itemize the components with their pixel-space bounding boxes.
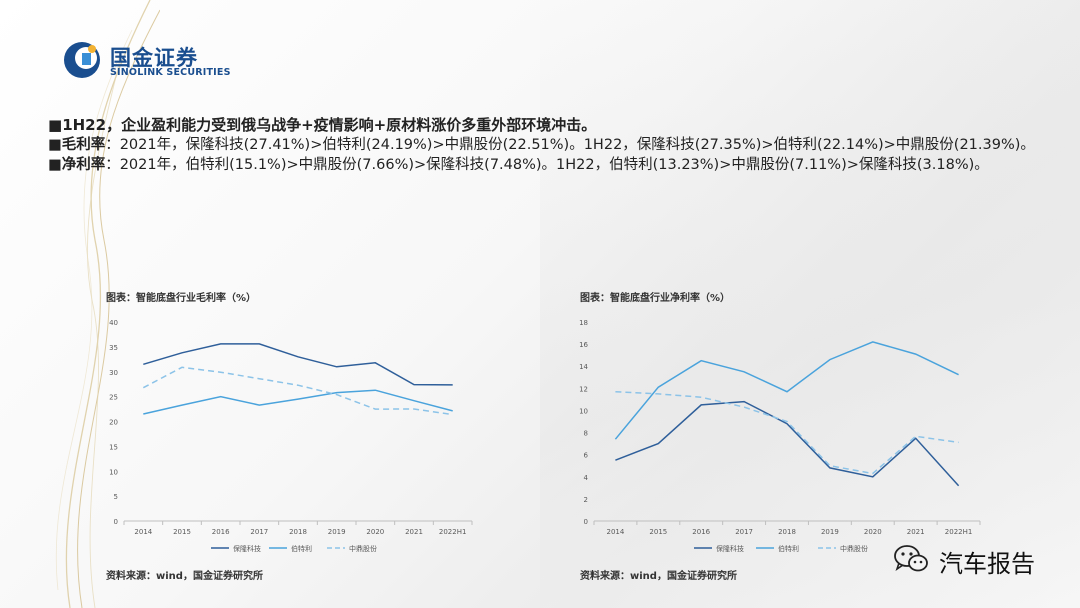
legend-label: 中鼎股份 — [349, 544, 377, 553]
y-tick-label: 18 — [579, 319, 588, 327]
bullet-label: 毛利率 — [61, 137, 106, 153]
watermark-text: 汽车报告 — [939, 550, 1035, 578]
legend-label: 保隆科技 — [233, 544, 261, 553]
y-tick-label: 0 — [584, 518, 588, 526]
y-tick-label: 2 — [584, 496, 588, 504]
y-tick-label: 20 — [109, 419, 118, 427]
x-tick-label: 2015 — [173, 528, 191, 536]
x-tick-label: 2014 — [134, 528, 152, 536]
y-tick-label: 25 — [109, 394, 118, 402]
y-tick-label: 10 — [109, 468, 118, 476]
y-tick-label: 4 — [584, 474, 589, 482]
x-tick-label: 2020 — [366, 528, 384, 536]
net-margin-chart: 0 2 4 6 8 10 12 14 16 18 2014 2015 2016 2017 2018 2019 2… — [579, 319, 981, 553]
bullet-gross-margin: ■毛利率：2021年，保隆科技(27.41%)>伯特利(24.19%)>中鼎股份… — [48, 135, 1048, 155]
logo-chinese-name: 国金证券 — [110, 46, 198, 70]
x-tick-label: 2019 — [821, 528, 839, 536]
chart-title-net-margin: 图表：智能底盘行业净利率（%） — [580, 293, 731, 304]
bullet-marker: ■ — [48, 157, 62, 173]
legend-label: 保隆科技 — [716, 544, 744, 553]
x-tick-label: 2014 — [607, 528, 625, 536]
x-tick-label: 2021 — [907, 528, 925, 536]
x-tick-label: 2015 — [649, 528, 667, 536]
y-tick-label: 16 — [579, 341, 588, 349]
x-tick-label: 2017 — [250, 528, 268, 536]
y-tick-label: 10 — [579, 407, 588, 415]
sinolink-logo-icon — [64, 42, 100, 78]
y-tick-label: 30 — [109, 369, 118, 377]
y-tick-label: 8 — [584, 430, 588, 438]
y-tick-label: 12 — [579, 385, 588, 393]
bullet-text: ：2021年，伯特利(15.1%)>中鼎股份(7.66%)>保隆科技(7.48%… — [105, 157, 989, 173]
bullet-label: 净利率 — [61, 157, 106, 173]
summary-bullets: ■1H22，企业盈利能力受到俄乌战争+疫情影响+原材料涨价多重外部环境冲击。 ■… — [48, 115, 1048, 175]
y-tick-label: 5 — [114, 493, 118, 501]
source-gross-margin: 资料来源：wind，国金证券研究所 — [106, 571, 263, 582]
series-line-伯特利 — [614, 341, 959, 440]
logo-english-name: SINOLINK SECURITIES — [110, 67, 231, 78]
bullet-text: ，企业盈利能力受到俄乌战争+疫情影响+原材料涨价多重外部环境冲击。 — [106, 116, 597, 134]
x-tick-label: 2022H1 — [945, 528, 973, 536]
series-line-中鼎股份 — [142, 366, 453, 416]
y-tick-label: 15 — [109, 443, 118, 451]
gross-margin-chart: 0 5 10 15 20 25 30 35 40 2014 2015 2016 2017 2018 2019… — [109, 319, 473, 553]
series-line-保隆科技 — [615, 400, 960, 487]
y-tick-label: 35 — [109, 344, 118, 352]
watermark: 汽车报告 — [893, 540, 1063, 580]
wechat-icon — [894, 545, 928, 572]
x-tick-label: 2018 — [778, 528, 796, 536]
bullet-1h22: ■1H22，企业盈利能力受到俄乌战争+疫情影响+原材料涨价多重外部环境冲击。 — [48, 115, 1048, 135]
x-tick-label: 2017 — [735, 528, 753, 536]
bullet-marker: ■ — [48, 116, 63, 134]
x-tick-label: 2018 — [289, 528, 307, 536]
chart-title-gross-margin: 图表：智能底盘行业毛利率（%） — [106, 293, 257, 304]
bullet-label: 1H22 — [62, 116, 107, 134]
legend-label: 中鼎股份 — [840, 544, 868, 553]
company-logo: 国金证券 SINOLINK SECURITIES — [62, 40, 252, 82]
series-line-中鼎股份 — [615, 390, 959, 475]
legend-label: 伯特利 — [778, 544, 799, 553]
series-line-伯特利 — [143, 389, 453, 415]
y-tick-label: 0 — [114, 518, 118, 526]
legend-label: 伯特利 — [291, 544, 312, 553]
source-net-margin: 资料来源：wind，国金证券研究所 — [580, 571, 737, 582]
x-tick-label: 2019 — [328, 528, 346, 536]
bullet-net-margin: ■净利率：2021年，伯特利(15.1%)>中鼎股份(7.66%)>保隆科技(7… — [48, 155, 1048, 175]
bullet-marker: ■ — [48, 137, 62, 153]
bullet-text: ：2021年，保隆科技(27.41%)>伯特利(24.19%)>中鼎股份(22.… — [105, 137, 1035, 153]
x-tick-label: 2022H1 — [439, 528, 467, 536]
series-line-保隆科技 — [143, 343, 453, 386]
y-tick-label: 6 — [584, 452, 589, 460]
y-tick-label: 14 — [579, 363, 588, 371]
x-tick-label: 2021 — [405, 528, 423, 536]
x-tick-label: 2016 — [692, 528, 710, 536]
y-tick-label: 40 — [109, 319, 118, 327]
x-tick-label: 2016 — [212, 528, 230, 536]
x-tick-label: 2020 — [864, 528, 882, 536]
